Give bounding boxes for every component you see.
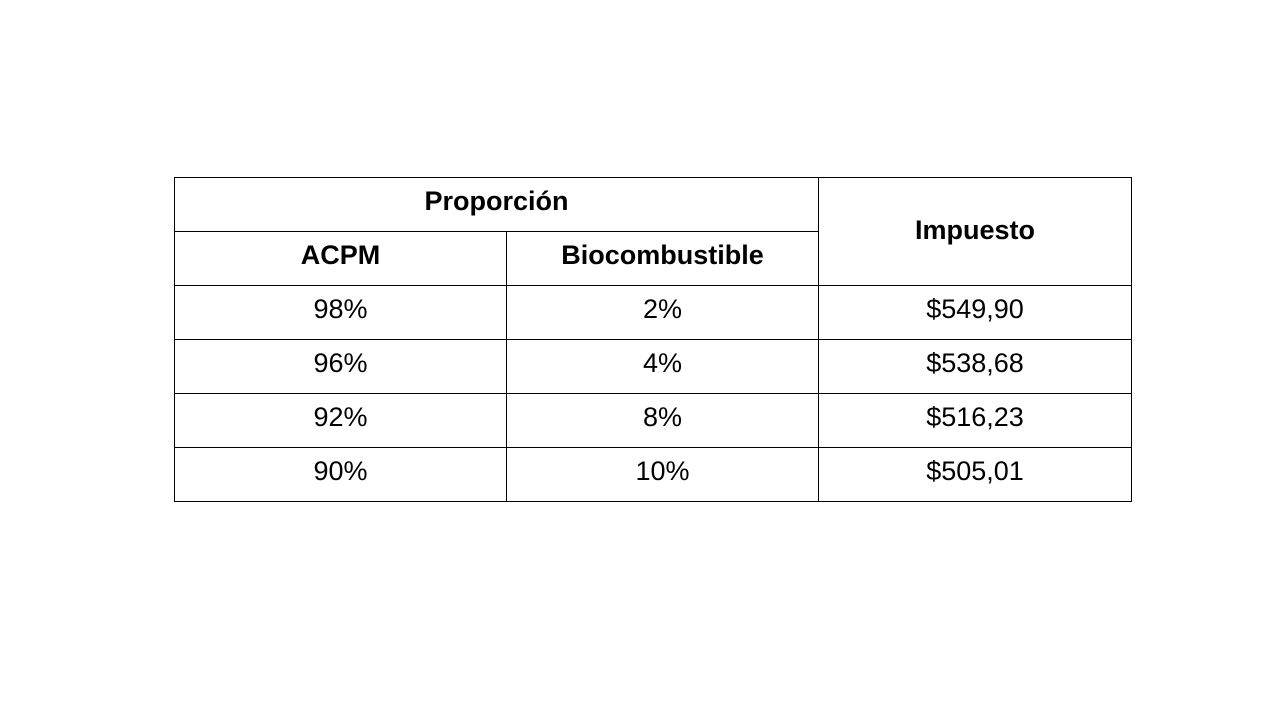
- cell-biocombustible-value: 2%: [642, 294, 683, 324]
- cell-impuesto: $505,01: [818, 447, 1133, 502]
- header-row-group: Proporción Impuesto: [173, 177, 1133, 286]
- header-biocombustible-label: Biocombustible: [561, 240, 764, 270]
- cell-impuesto-value: $505,01: [926, 456, 1024, 486]
- table-row: 96% 4% $538,68: [174, 339, 1133, 394]
- header-impuesto: Impuesto: [818, 177, 1133, 286]
- cell-acpm: 92%: [174, 393, 507, 448]
- header-impuesto-label: Impuesto: [915, 215, 1036, 245]
- cell-biocombustible-value: 4%: [642, 348, 683, 378]
- cell-acpm-value: 98%: [313, 294, 368, 324]
- cell-acpm-value: 96%: [313, 348, 368, 378]
- table-row: 92% 8% $516,23: [174, 393, 1133, 448]
- cell-biocombustible: 8%: [505, 393, 820, 448]
- table-row: 98% 2% $549,90: [174, 285, 1133, 340]
- cell-impuesto-value: $538,68: [926, 348, 1024, 378]
- cell-acpm: 90%: [174, 447, 507, 502]
- cell-impuesto: $538,68: [818, 339, 1133, 394]
- cell-biocombustible-value: 8%: [642, 402, 683, 432]
- cell-impuesto: $549,90: [818, 285, 1133, 340]
- cell-impuesto-value: $549,90: [926, 294, 1024, 324]
- header-row-columns: ACPM Biocombustible: [174, 231, 1132, 286]
- cell-biocombustible: 2%: [505, 285, 820, 340]
- cell-biocombustible: 10%: [505, 447, 820, 502]
- header-acpm: ACPM: [174, 231, 507, 286]
- header-biocombustible: Biocombustible: [505, 231, 820, 286]
- tax-proportion-table: Proporción Impuesto ACPM Biocombustible …: [173, 177, 1133, 502]
- cell-acpm-value: 92%: [313, 402, 368, 432]
- cell-biocombustible: 4%: [505, 339, 820, 394]
- cell-acpm-value: 90%: [313, 456, 368, 486]
- header-proporcion: Proporción: [173, 177, 820, 232]
- table-row: 90% 10% $505,01: [174, 447, 1133, 502]
- header-acpm-label: ACPM: [300, 240, 381, 270]
- header-proporcion-label: Proporción: [424, 186, 569, 216]
- cell-impuesto-value: $516,23: [926, 402, 1024, 432]
- cell-acpm: 98%: [174, 285, 507, 340]
- cell-impuesto: $516,23: [818, 393, 1133, 448]
- cell-acpm: 96%: [174, 339, 507, 394]
- cell-biocombustible-value: 10%: [635, 456, 690, 486]
